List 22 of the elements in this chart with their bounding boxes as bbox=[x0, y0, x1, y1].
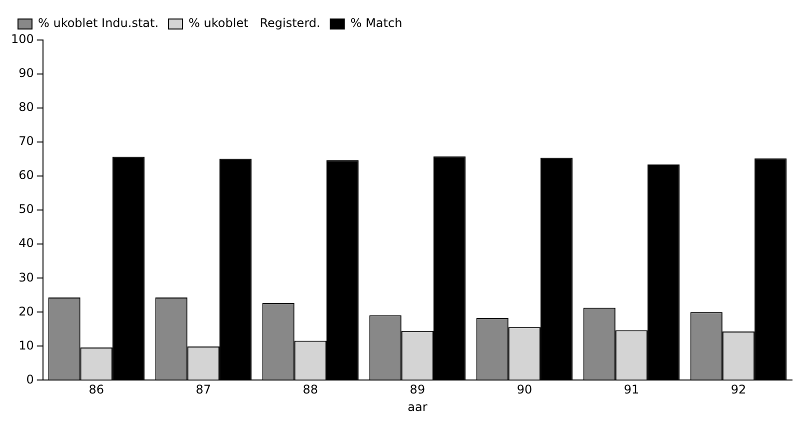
x-axis-title: aar bbox=[408, 400, 428, 414]
y-tick-label: 10 bbox=[18, 338, 34, 352]
legend-label: % ukoblet Indu.stat. bbox=[38, 16, 159, 30]
legend-label: % ukoblet Registerd. bbox=[188, 16, 320, 30]
y-tick-label: 40 bbox=[18, 236, 34, 250]
y-tick-label: 50 bbox=[18, 202, 34, 216]
y-tick-label: 100 bbox=[11, 32, 34, 46]
y-tick-label: 20 bbox=[18, 304, 34, 318]
y-tick-label: 80 bbox=[18, 100, 34, 114]
y-tick-label: 90 bbox=[18, 66, 34, 80]
y-tick-label: 30 bbox=[18, 270, 34, 284]
x-tick-label: 86 bbox=[88, 382, 104, 397]
x-tick-label: 88 bbox=[302, 382, 318, 397]
y-tick-label: 0 bbox=[26, 372, 34, 386]
x-tick-label: 92 bbox=[730, 382, 746, 397]
x-tick-label: 87 bbox=[196, 382, 212, 397]
y-tick-label: 60 bbox=[18, 168, 34, 182]
x-tick-label: 91 bbox=[624, 382, 640, 397]
x-tick-label: 90 bbox=[516, 382, 532, 397]
y-tick-label: 70 bbox=[18, 134, 34, 148]
legend-label: % Match bbox=[350, 16, 402, 30]
x-tick-label: 89 bbox=[410, 382, 426, 397]
